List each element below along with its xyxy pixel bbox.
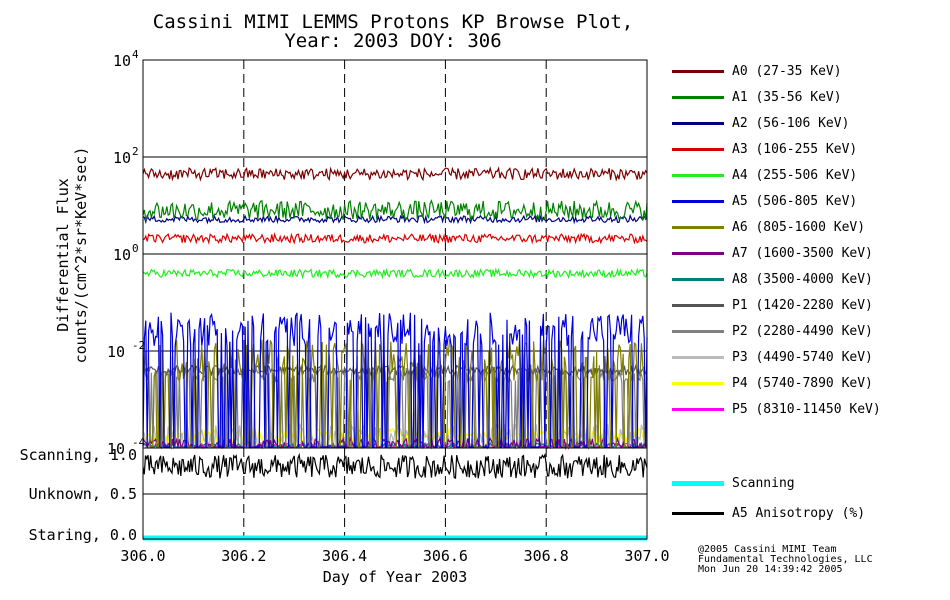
legend-swatch-scanning — [672, 480, 724, 486]
legend-label: P1 (1420-2280 KeV) — [732, 297, 873, 313]
x-tick-label: 306.4 — [322, 547, 367, 565]
legend-label: A3 (106-255 KeV) — [732, 141, 858, 157]
series-line-anisotropy — [142, 452, 648, 479]
series-line-a1 — [142, 199, 648, 221]
legend-item: P3 (4490-5740 KeV) — [672, 344, 942, 370]
y-tick-label: 10 — [113, 246, 131, 264]
legend-item: P2 (2280-4490 KeV) — [672, 318, 942, 344]
legend-swatch-anisotropy — [672, 511, 724, 515]
y-tick-exponent: -2 — [132, 339, 145, 352]
lower-legend: Scanning A5 Anisotropy (%) — [672, 468, 942, 528]
legend-label: P5 (8310-11450 KeV) — [732, 401, 881, 417]
series-line-a0 — [142, 165, 648, 182]
legend-item: A0 (27-35 KeV) — [672, 58, 942, 84]
credits-line3: Mon Jun 20 14:39:42 2005 — [698, 564, 843, 575]
y-tick-label: 10 — [113, 149, 131, 167]
legend-label: A7 (1600-3500 KeV) — [732, 245, 873, 261]
legend-item-scanning: Scanning — [672, 468, 942, 498]
x-tick-label: 306.0 — [120, 547, 165, 565]
y-axis-label-line1: Differential Flux — [54, 178, 72, 332]
legend-item: P1 (1420-2280 KeV) — [672, 292, 942, 318]
legend-item-anisotropy: A5 Anisotropy (%) — [672, 498, 942, 528]
legend-swatch — [672, 173, 724, 177]
legend-swatch — [672, 95, 724, 99]
y-tick-exponent: 4 — [132, 48, 139, 61]
x-axis-label: Day of Year 2003 — [323, 568, 468, 586]
legend-item: A6 (805-1600 KeV) — [672, 214, 942, 240]
legend-swatch — [672, 147, 724, 151]
x-tick-label: 306.8 — [524, 547, 569, 565]
credits: @2005 Cassini MIMI Team Fundamental Tech… — [698, 545, 873, 575]
legend-label: A2 (56-106 KeV) — [732, 115, 850, 131]
y-tick-label: 10 — [107, 343, 125, 361]
lower-panel-frame — [142, 447, 648, 540]
legend-swatch — [672, 121, 724, 125]
chart-title-line2: Year: 2003 DOY: 306 — [284, 30, 501, 52]
legend-item: A2 (56-106 KeV) — [672, 110, 942, 136]
legend-swatch — [672, 407, 724, 411]
legend-label-scanning: Scanning — [732, 475, 795, 491]
x-tick-labels: 306.0 306.2 306.4 306.6 306.8 307.0 — [120, 547, 669, 565]
x-tick-label: 306.6 — [423, 547, 468, 565]
legend-item: A7 (1600-3500 KeV) — [672, 240, 942, 266]
legend-label: P4 (5740-7890 KeV) — [732, 375, 873, 391]
legend: A0 (27-35 KeV) A1 (35-56 KeV) A2 (56-106 K… — [672, 58, 942, 422]
upper-panel-series — [142, 165, 648, 451]
chart-title-line1: Cassini MIMI LEMMS Protons KP Browse Plo… — [153, 11, 633, 33]
y-tick-exponent: 2 — [132, 145, 139, 158]
credits-line1: @2005 Cassini MIMI Team — [698, 544, 837, 555]
legend-item: A5 (506-805 KeV) — [672, 188, 942, 214]
lower-panel-series — [142, 452, 648, 541]
legend-item: A4 (255-506 KeV) — [672, 162, 942, 188]
legend-label: P3 (4490-5740 KeV) — [732, 349, 873, 365]
series-line-a6 — [142, 339, 647, 448]
x-tick-label: 307.0 — [624, 547, 669, 565]
legend-swatch — [672, 303, 724, 307]
legend-item: P5 (8310-11450 KeV) — [672, 396, 942, 422]
lower-y-label-staring: Staring, 0.0 — [29, 526, 137, 544]
series-line-a2 — [142, 213, 648, 225]
legend-item: P4 (5740-7890 KeV) — [672, 370, 942, 396]
lower-y-label-unknown: Unknown, 0.5 — [29, 485, 137, 503]
legend-swatch — [672, 329, 724, 333]
legend-item: A1 (35-56 KeV) — [672, 84, 942, 110]
legend-label: A6 (805-1600 KeV) — [732, 219, 866, 235]
legend-label: A4 (255-506 KeV) — [732, 167, 858, 183]
series-line-a3 — [142, 231, 648, 245]
legend-swatch — [672, 199, 724, 203]
lower-y-label-scanning: Scanning, 1.0 — [20, 446, 137, 464]
x-tick-label: 306.2 — [221, 547, 266, 565]
legend-item: A3 (106-255 KeV) — [672, 136, 942, 162]
y-tick-exponent: 0 — [132, 242, 139, 255]
credits-line2: Fundamental Technologies, LLC — [698, 554, 873, 565]
y-tick-label: 10 — [107, 440, 125, 458]
series-line-a5 — [142, 312, 648, 448]
legend-swatch — [672, 355, 724, 359]
legend-label: A5 (506-805 KeV) — [732, 193, 858, 209]
legend-label: P2 (2280-4490 KeV) — [732, 323, 873, 339]
y-axis-label-line2: counts/(cm^2*sr*KeV*sec) — [72, 147, 90, 364]
legend-swatch — [672, 381, 724, 385]
legend-label-anisotropy: A5 Anisotropy (%) — [732, 505, 866, 521]
series-line-a4 — [142, 267, 648, 280]
legend-swatch — [672, 69, 724, 73]
legend-label: A1 (35-56 KeV) — [732, 89, 842, 105]
legend-label: A8 (3500-4000 KeV) — [732, 271, 873, 287]
y-tick-label: 10 — [113, 52, 131, 70]
legend-swatch — [672, 277, 724, 281]
legend-label: A0 (27-35 KeV) — [732, 63, 842, 79]
legend-swatch — [672, 225, 724, 229]
legend-item: A8 (3500-4000 KeV) — [672, 266, 942, 292]
legend-swatch — [672, 251, 724, 255]
y-tick-exponent: -4 — [132, 436, 146, 449]
